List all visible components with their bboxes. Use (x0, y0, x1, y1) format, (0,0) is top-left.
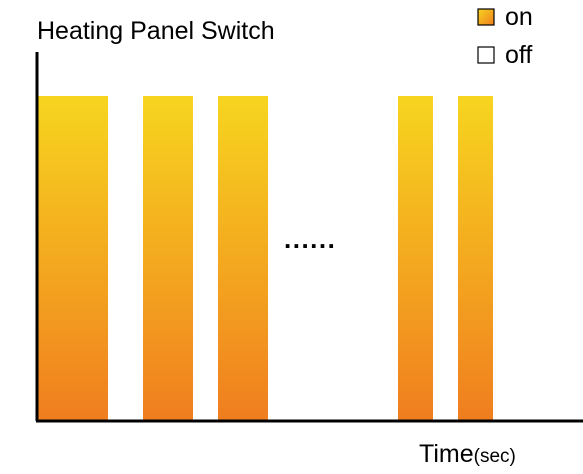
legend-swatch-off (477, 46, 495, 64)
on-bar-2 (143, 96, 193, 420)
x-axis-label: Time(sec) (419, 440, 516, 468)
chart-title: Heating Panel Switch (37, 17, 275, 45)
on-bar-3 (218, 96, 268, 420)
ellipsis-gap-marker: ...... (284, 224, 336, 254)
x-axis-label-main: Time (419, 440, 474, 468)
x-axis-label-unit: (sec) (474, 446, 516, 467)
bars-group (38, 96, 493, 420)
on-bar-1 (38, 96, 108, 420)
legend: on off (477, 3, 533, 69)
on-bar-4 (398, 96, 433, 420)
legend-label-on: on (505, 3, 533, 31)
legend-swatch-on (477, 8, 495, 26)
legend-label-off: off (505, 41, 532, 69)
on-bar-5 (458, 96, 493, 420)
